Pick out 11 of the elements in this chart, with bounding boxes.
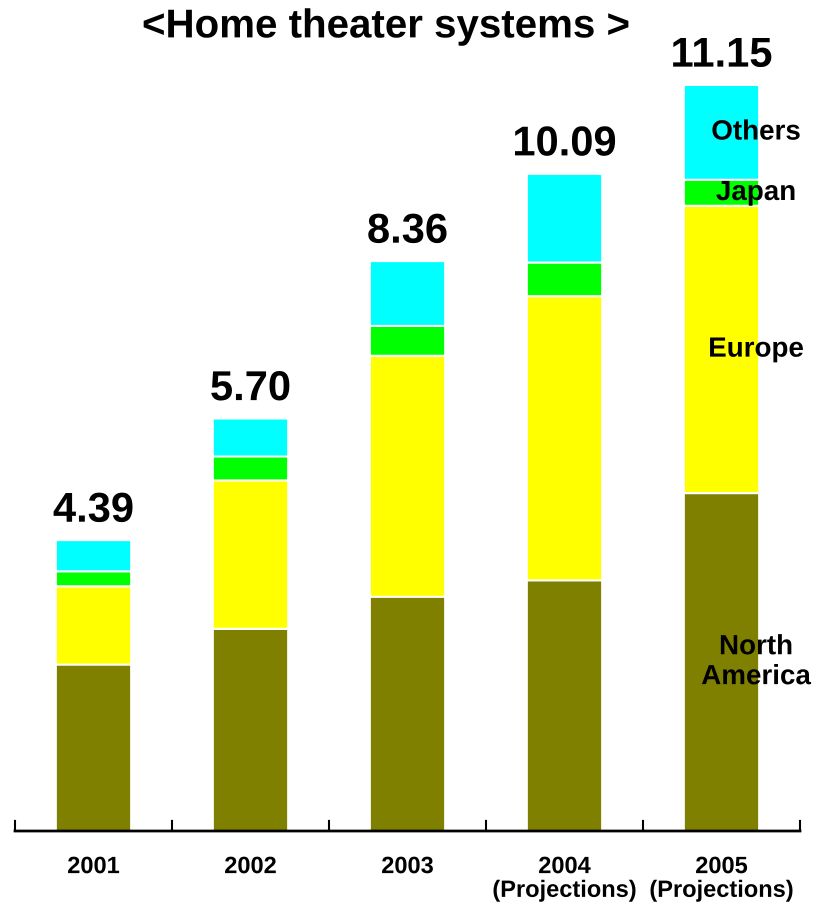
- chart-title: <Home theater systems >: [144, 8, 628, 46]
- x-tick-label: 2003: [382, 856, 433, 874]
- x-tick-label: 2001: [68, 856, 120, 874]
- x-tick-label: 2005 (Projections): [650, 856, 792, 902]
- annotation: 11.15: [673, 38, 772, 68]
- x-tick-label: 2002: [225, 856, 276, 874]
- annotation: 4.39: [54, 492, 133, 522]
- x-tick-label: 2004 (Projections): [494, 856, 636, 902]
- annotation: 10.09: [514, 126, 616, 156]
- annotation: 8.36: [368, 214, 447, 244]
- annotation: 5.70: [211, 371, 290, 401]
